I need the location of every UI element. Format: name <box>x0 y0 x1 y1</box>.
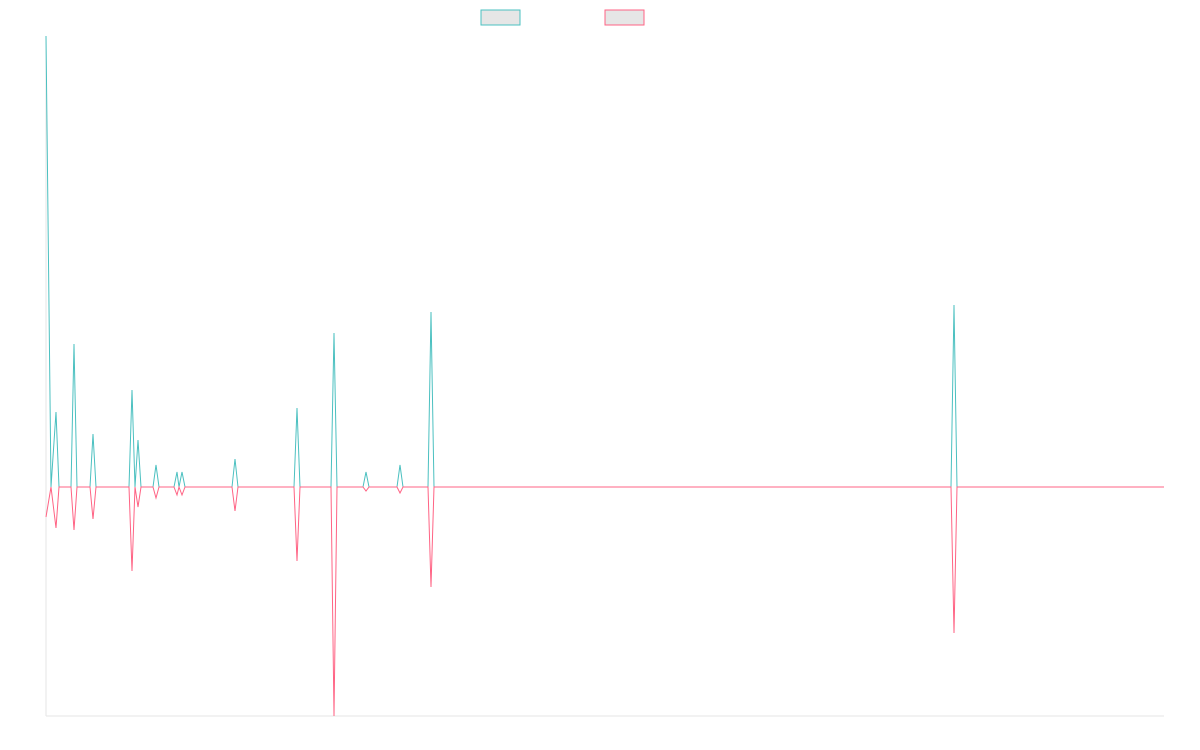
series-line <box>45 485 1164 717</box>
legend-swatch <box>604 9 645 26</box>
series-line <box>45 35 1164 488</box>
legend-swatch <box>480 9 521 26</box>
